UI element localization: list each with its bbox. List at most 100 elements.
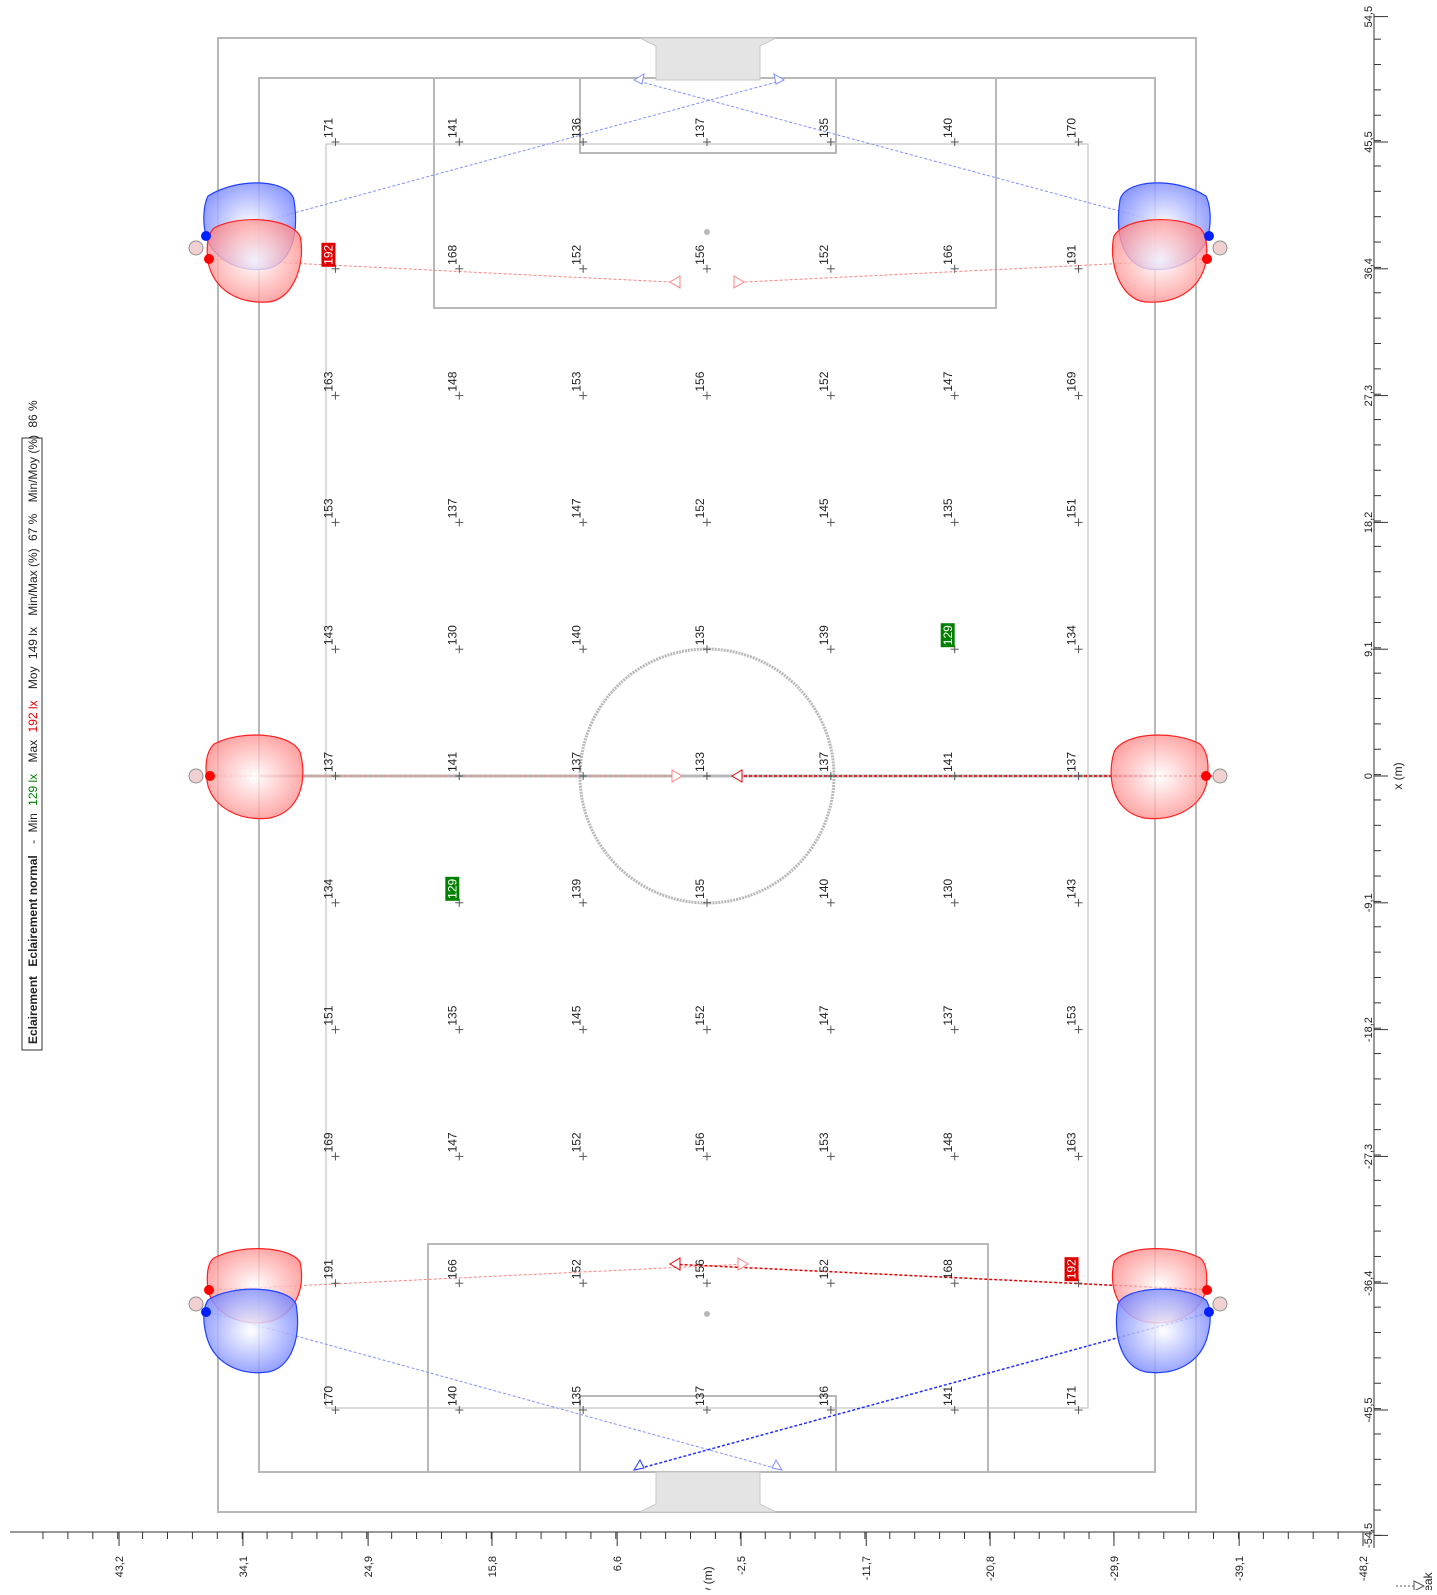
grid-point: 145 — [569, 1005, 588, 1034]
illuminance-value: 166 — [941, 244, 955, 264]
y-axis-label: y (m) — [701, 1566, 715, 1590]
beam-red-top-right — [1111, 219, 1208, 303]
y-tick-label: -2,5 — [736, 1556, 748, 1575]
illuminance-value: 145 — [569, 1005, 583, 1025]
grid-point: 152 — [569, 244, 588, 273]
grid-point: 152 — [817, 1259, 835, 1288]
illuminance-value: 169 — [1065, 371, 1079, 391]
grid-point: 156 — [693, 244, 711, 273]
illuminance-value: 137 — [569, 752, 583, 772]
grid-point: 141 — [941, 1386, 959, 1414]
y-tick-label: 43,2 — [114, 1556, 126, 1577]
illuminance-value: 192 — [322, 244, 336, 264]
y-tick-label: 6,6 — [612, 1556, 624, 1571]
grid-point: 170 — [322, 1386, 340, 1414]
legend-title: Eclairement — [26, 976, 40, 1044]
grid-point: 192 — [321, 242, 340, 273]
illuminance-value: 152 — [817, 371, 831, 391]
x-axis: x (m) 54,5 45,5 36,4 27,3 18,2 9,1 0 -9,1 -18,2 -… — [1363, 6, 1405, 1548]
grid-point: 156 — [693, 1132, 711, 1161]
illuminance-value: 145 — [817, 498, 831, 518]
illuminance-value: 135 — [941, 498, 955, 518]
value-highlight — [940, 623, 955, 648]
grid-point: 137 — [693, 1386, 711, 1414]
illuminance-value: 148 — [941, 1132, 955, 1152]
grid-point: 152 — [569, 1259, 588, 1288]
grid-point: 135 — [693, 625, 711, 654]
illuminance-value: 147 — [941, 371, 955, 391]
grid-point: 168 — [941, 1259, 959, 1288]
grid-point: 143 — [1065, 878, 1083, 907]
illuminance-value: 152 — [569, 1259, 583, 1279]
grid-point: 145 — [817, 498, 835, 527]
illuminance-value: 141 — [445, 752, 459, 772]
grid-point: 168 — [445, 244, 464, 273]
y-tick-label: 24,9 — [363, 1556, 375, 1577]
grid-point: 152 — [569, 1132, 588, 1161]
illuminance-value: 135 — [445, 1005, 459, 1025]
illuminance-grid: 171 141 136 137 135 140 170 192 168 152 156 152 166 1… — [321, 118, 1083, 1414]
legend-min-label: Min — [26, 813, 40, 832]
grid-point: 169 — [322, 1132, 340, 1161]
illuminance-value: 191 — [322, 1259, 336, 1279]
illuminance-value: 153 — [569, 371, 583, 391]
grid-point: 152 — [693, 498, 711, 527]
y-tick-label: -48,2 — [1358, 1556, 1370, 1581]
illuminance-value: 137 — [322, 752, 336, 772]
aiming-lines — [208, 72, 1213, 1471]
grid-point: 192 — [1064, 1257, 1083, 1288]
legend-minmax-value: 67 % — [26, 513, 40, 541]
grid-point: 151 — [322, 1005, 340, 1034]
illuminance-value: 143 — [1065, 878, 1079, 898]
illuminance-value: 192 — [1065, 1259, 1079, 1279]
y-tick-label: -39,1 — [1234, 1556, 1246, 1581]
illuminance-value: 137 — [693, 1386, 707, 1406]
illuminance-value: 168 — [941, 1259, 955, 1279]
illuminance-value: 139 — [817, 625, 831, 645]
penalty-area-bottom — [427, 1243, 989, 1473]
grid-point: 166 — [445, 1259, 464, 1288]
grid-point: 153 — [322, 498, 340, 527]
grid-point: 141 — [445, 118, 464, 147]
illuminance-value: 141 — [941, 752, 955, 772]
beam-red-middle-right — [1110, 734, 1209, 820]
grid-point: 135 — [445, 1005, 464, 1034]
illuminance-value: 139 — [569, 878, 583, 898]
illuminance-value: 168 — [445, 244, 459, 264]
legend-minmax-label: Min/Max (%) — [26, 548, 40, 615]
grid-point: 140 — [817, 878, 835, 907]
grid-point: 171 — [1065, 1386, 1083, 1414]
grid-point: 129 — [445, 876, 464, 907]
grid-point: 137 — [322, 752, 340, 780]
grid-point: 137 — [569, 752, 588, 780]
grid-point: 139 — [569, 878, 588, 907]
grid-point: 136 — [569, 118, 588, 147]
legend-subtitle: Eclairement normal — [26, 855, 40, 966]
illuminance-value: 163 — [322, 371, 336, 391]
x-tick-label: -9,1 — [1363, 893, 1375, 912]
legend-minavg-label: Min/Moy (%) — [26, 435, 40, 502]
illuminance-value: 147 — [569, 498, 583, 518]
illuminance-value: 152 — [569, 244, 583, 264]
illuminance-value: 135 — [693, 625, 707, 645]
illuminance-value: 136 — [569, 118, 583, 138]
illuminance-value: 137 — [817, 752, 831, 772]
grid-point: 137 — [693, 118, 711, 147]
illuminance-value: 163 — [1065, 1132, 1079, 1152]
x-tick-label: -45,5 — [1363, 1397, 1375, 1422]
grid-point: 152 — [817, 244, 835, 273]
y-tick-label: 34,1 — [238, 1556, 250, 1577]
illuminance-value: 140 — [569, 625, 583, 645]
illuminance-value: 143 — [322, 625, 336, 645]
illuminance-value: 130 — [445, 625, 459, 645]
illuminance-value: 166 — [445, 1259, 459, 1279]
grid-point: 152 — [817, 371, 835, 400]
grid-point: 136 — [817, 1386, 835, 1414]
illuminance-value: 130 — [941, 878, 955, 898]
grid-point: 134 — [322, 878, 340, 907]
illuminance-value: 171 — [1065, 1386, 1079, 1406]
illuminance-value: 153 — [1065, 1005, 1079, 1025]
grid-point: 147 — [941, 371, 959, 400]
